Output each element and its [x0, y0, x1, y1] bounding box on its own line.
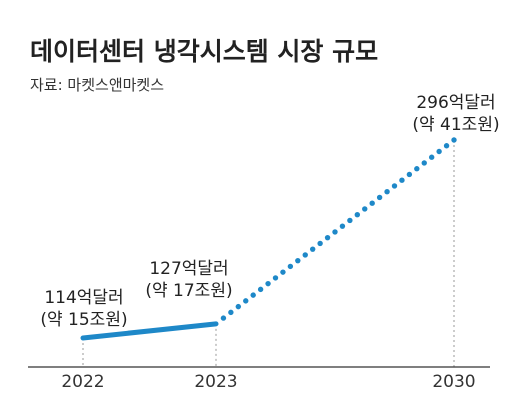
series-dot [436, 148, 442, 155]
tick-label-2023: 2023 [194, 372, 237, 392]
series-dot [265, 280, 271, 287]
series-line-2022-2023 [80, 321, 219, 341]
series-dot [347, 217, 353, 224]
series-dot [414, 166, 420, 172]
series-dot [428, 154, 435, 160]
series-dot [272, 275, 279, 281]
series-dot [391, 183, 398, 189]
guide-lines [82, 140, 455, 367]
data-label-2023-krw: (약 17조원) [145, 281, 232, 301]
tick-label-2022: 2022 [61, 372, 104, 392]
series-dot [332, 229, 338, 235]
series-dot [376, 194, 383, 201]
series-dot [421, 160, 427, 166]
series-dot [406, 171, 413, 178]
series-dot [220, 315, 227, 321]
series-dot [280, 269, 286, 275]
series-dot [302, 252, 308, 258]
series-dot [287, 263, 294, 270]
series-dot [257, 286, 264, 293]
data-label-2022-krw: (약 15조원) [40, 310, 127, 330]
series-dot [451, 137, 457, 143]
series-dot [243, 298, 249, 304]
series-dot [250, 292, 256, 298]
chart-title: 데이터센터 냉각시스템 시장 규모 [30, 37, 378, 66]
series-group [80, 137, 457, 341]
series-dot [317, 240, 323, 247]
data-label-2023-value: 127억달러 [149, 259, 228, 279]
series-dot [295, 257, 301, 264]
tick-label-2030: 2030 [432, 372, 475, 392]
data-label-2030-krw: (약 41조원) [412, 115, 499, 135]
data-label-2030-value: 296억달러 [416, 93, 495, 113]
series-dot [369, 200, 375, 206]
series-dot [324, 234, 331, 241]
chart-source: 자료: 마켓스앤마켓스 [30, 76, 164, 94]
tick-labels: 2022 2023 2030 [61, 372, 475, 392]
data-label-2022-value: 114억달러 [44, 288, 123, 308]
series-dot [399, 177, 405, 183]
data-labels: 114억달러(약 15조원) 127억달러(약 17조원) 296억달러(약 41조… [40, 93, 499, 330]
series-dot [443, 143, 450, 149]
series-dot [228, 309, 234, 316]
series-dot [235, 303, 242, 310]
series-dot [354, 211, 361, 218]
series-dot [339, 223, 346, 229]
series-dot [309, 246, 316, 252]
series-dots-2023-2030 [220, 137, 457, 321]
series-dot [362, 206, 368, 212]
series-dot [384, 189, 390, 195]
